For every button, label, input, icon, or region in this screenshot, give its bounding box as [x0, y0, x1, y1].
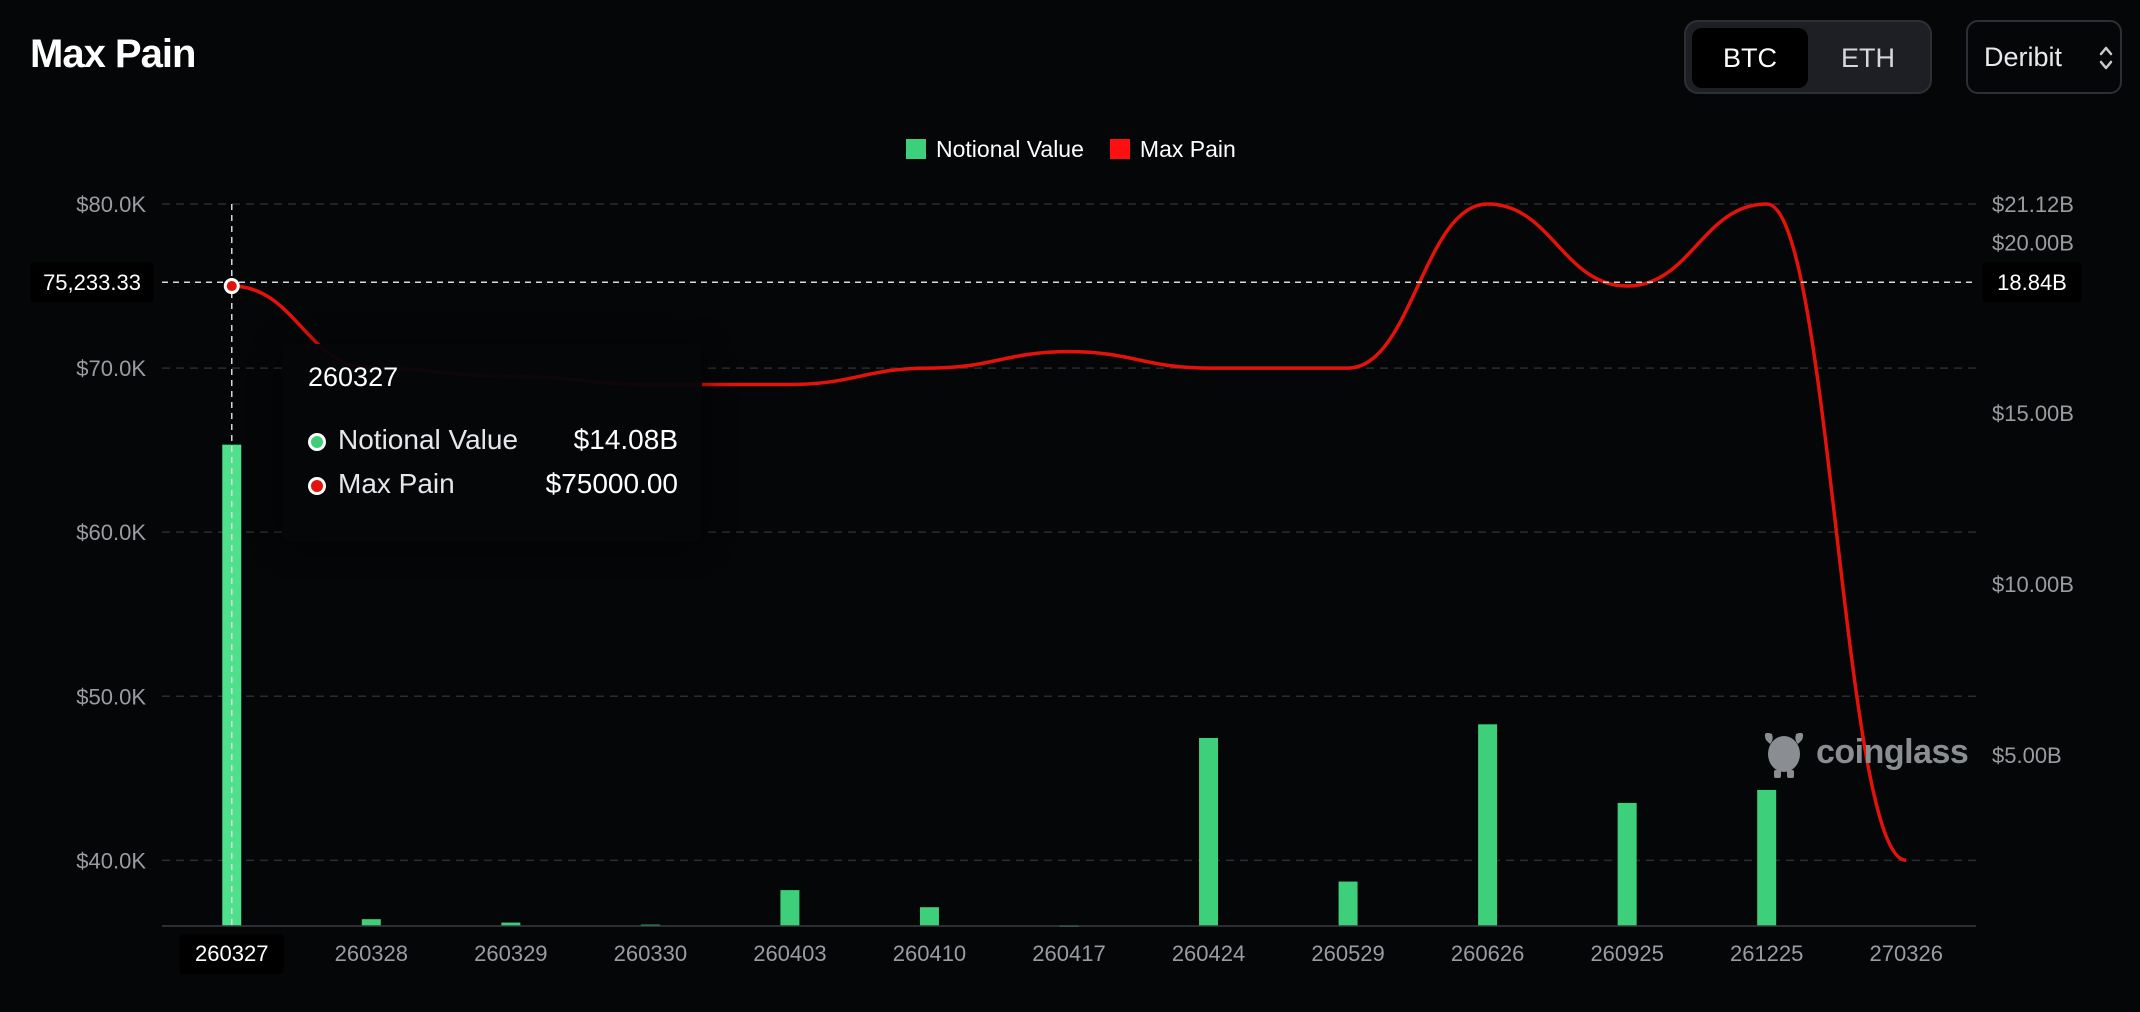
crosshair-point-inner	[226, 281, 237, 292]
x-tick-label: 260327	[195, 941, 268, 966]
chevron-up-down-icon	[2099, 46, 2113, 70]
exchange-select[interactable]: Deribit	[1966, 20, 2122, 94]
tooltip-value-maxpain: $75000.00	[545, 468, 678, 499]
y-left-tick-label: $70.0K	[76, 356, 146, 381]
bar-notional-value	[1199, 737, 1219, 926]
y-right-tick-label: $21.12B	[1992, 192, 2074, 217]
x-tick-label: 260410	[893, 941, 966, 966]
crosshair-right-label: 18.84B	[1997, 270, 2067, 295]
y-left-tick-label: $60.0K	[76, 520, 146, 545]
tooltip-row-maxpain: Max Pain $75000.00	[308, 468, 678, 504]
crosshair-layer: 75,233.33 18.84B	[30, 204, 2082, 926]
crosshair-left-label: 75,233.33	[43, 270, 141, 295]
legend-swatch-notional	[906, 139, 926, 159]
bar-notional-value	[1478, 724, 1498, 926]
bar-notional-value	[1617, 802, 1637, 926]
y-left-tick-label: $80.0K	[76, 192, 146, 217]
legend-notional-value[interactable]: Notional Value	[906, 136, 1084, 163]
coinglass-logo-icon	[1764, 732, 1804, 778]
eth-tab[interactable]: ETH	[1841, 43, 1895, 73]
bar-layer	[222, 444, 1777, 927]
y-right-tick-label: $5.00B	[1992, 743, 2062, 768]
x-tick-label: 260529	[1311, 941, 1384, 966]
legend-label-maxpain: Max Pain	[1139, 135, 1236, 162]
coinglass-watermark: coinglass	[1760, 722, 1969, 782]
y-left-tick-label: $40.0K	[76, 848, 146, 873]
y-right-tick-label: $15.00B	[1992, 401, 2074, 426]
crosshair-left-label-bg	[30, 262, 154, 303]
tooltip-label-maxpain: Max Pain	[338, 468, 455, 499]
exchange-select-label: Deribit	[1984, 42, 2063, 72]
x-tick-label: 270326	[1870, 941, 1943, 966]
y-right-tick-label: $20.00B	[1992, 230, 2074, 255]
x-tick-label: 260403	[753, 941, 826, 966]
legend-max-pain[interactable]: Max Pain	[1109, 135, 1236, 163]
legend-label-notional: Notional Value	[936, 135, 1084, 162]
page-title: Max Pain	[30, 32, 196, 76]
tooltip-dot-notional	[308, 433, 326, 451]
bar-notional-value	[1338, 881, 1358, 926]
x-tick-label: 260330	[614, 941, 687, 966]
x-tick-label: 260626	[1451, 941, 1524, 966]
x-tick-label: 260424	[1172, 941, 1245, 966]
x-tick-label: 260925	[1590, 941, 1663, 966]
tooltip-dot-maxpain	[308, 477, 326, 495]
crosshair-right-label-bg	[1982, 262, 2082, 303]
x-tick-label: 260329	[474, 941, 547, 966]
bar-notional-value	[361, 919, 381, 926]
x-tick-label: 260417	[1032, 941, 1105, 966]
bar-notional-value	[919, 907, 939, 926]
axis-layer: $40.0K $50.0K $60.0K $70.0K $80.0K $5.00B $10.…	[76, 192, 2074, 974]
bar-notional-value	[780, 890, 800, 926]
legend-swatch-maxpain	[1109, 139, 1130, 159]
y-right-tick-label: $10.00B	[1992, 572, 2074, 597]
chart-legend: Notional Value Max Pain	[906, 134, 1262, 164]
btc-tab[interactable]: BTC	[1692, 28, 1808, 88]
bar-notional-value	[222, 444, 242, 926]
asset-toggle: BTC ETH	[1684, 20, 1932, 94]
chart-tooltip: 260327 Notional Value $14.08B Max Pain $…	[282, 344, 702, 542]
bar-notional-value	[501, 922, 521, 926]
x-tick-label: 260328	[335, 941, 408, 966]
tooltip-value-notional: $14.08B	[573, 424, 678, 455]
tooltip-label-notional: Notional Value	[338, 424, 519, 455]
bar-notional-value	[1757, 789, 1777, 926]
watermark-text: coinglass	[1816, 732, 1969, 771]
x-tick-highlight-bg	[179, 934, 284, 974]
tooltip-row-notional: Notional Value $14.08B	[308, 424, 678, 460]
y-left-tick-label: $50.0K	[76, 684, 146, 709]
tooltip-title: 260327	[308, 362, 399, 392]
x-tick-label: 261225	[1730, 941, 1803, 966]
